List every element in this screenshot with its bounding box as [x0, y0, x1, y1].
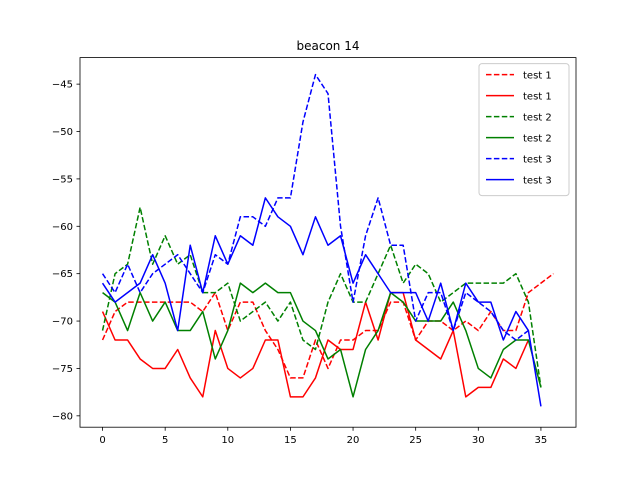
x-tick-label: 5	[162, 435, 168, 446]
y-tick-label: −65	[52, 269, 73, 280]
series-line-3	[101, 206, 542, 388]
legend-label: test 1	[523, 92, 552, 103]
y-tick-label: −70	[52, 317, 73, 328]
series-line-2	[101, 291, 530, 398]
series-line-5	[101, 73, 529, 341]
legend-label: test 3	[523, 155, 552, 166]
x-tick-label: 20	[347, 435, 360, 446]
series-line-1	[101, 273, 554, 379]
x-tick-label: 30	[472, 435, 485, 446]
x-tick-label: 10	[221, 435, 234, 446]
y-tick-label: −60	[52, 222, 73, 233]
x-axis: 0 5 10 15 20 25 30 35	[99, 427, 547, 446]
x-tick-label: 35	[535, 435, 548, 446]
y-tick-label: −50	[52, 127, 73, 138]
legend-label: test 2	[523, 134, 552, 145]
chart-title: beacon 14	[297, 39, 360, 53]
legend-label: test 2	[523, 113, 552, 124]
y-tick-label: −45	[52, 80, 73, 91]
series-line-6	[101, 197, 542, 407]
y-tick-label: −75	[52, 364, 73, 375]
x-tick-label: 25	[409, 435, 422, 446]
legend-label: test 1	[523, 71, 552, 82]
legend: test 1 test 1 test 2 test 2 test 3 test 3	[478, 63, 570, 197]
y-tick-label: −80	[52, 411, 73, 422]
legend-box	[478, 63, 570, 197]
series-layer	[101, 73, 554, 407]
y-axis: −80 −75 −70 −65 −60 −55 −50 −45	[52, 80, 80, 422]
legend-label: test 3	[523, 176, 552, 187]
x-tick-label: 15	[284, 435, 297, 446]
y-tick-label: −55	[52, 174, 73, 185]
x-tick-label: 0	[99, 435, 105, 446]
axes-frame	[79, 57, 577, 428]
series-line-4	[102, 282, 542, 398]
